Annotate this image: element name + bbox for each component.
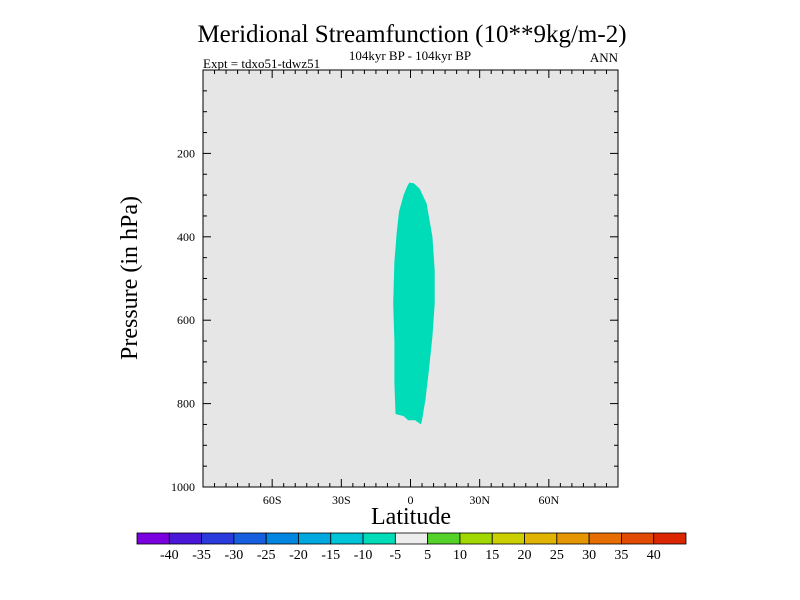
colorbar-label: 10	[453, 548, 467, 563]
chart-title: Meridional Streamfunction (10**9kg/m-2)	[197, 21, 626, 48]
y-tick-label: 1000	[171, 480, 195, 494]
colorbar-swatch	[491, 532, 525, 545]
colorbar-label: 30	[582, 548, 596, 563]
colorbar-label: -40	[160, 548, 179, 563]
colorbar-label: -5	[390, 548, 402, 563]
colorbar-label: 15	[485, 548, 499, 563]
colorbar-swatch	[233, 532, 267, 545]
subtitle-season: ANN	[590, 50, 619, 65]
colorbar-swatch	[201, 532, 235, 545]
colorbar-swatch	[459, 532, 493, 545]
x-tick-label: 60N	[538, 493, 559, 507]
subtitle-experiment: Expt = tdxo51-tdwz51	[203, 56, 320, 71]
colorbar-swatch	[524, 532, 558, 545]
colorbar-label: 25	[550, 548, 564, 563]
colorbar-swatch	[394, 532, 429, 545]
y-tick-label: 200	[177, 146, 195, 160]
x-axis-label: Latitude	[371, 504, 451, 530]
colorbar-label: -20	[289, 548, 308, 563]
colorbar-label: -30	[225, 548, 244, 563]
colorbar-label: -15	[321, 548, 340, 563]
colorbar-swatch	[556, 532, 590, 545]
y-tick-label: 400	[177, 230, 195, 244]
colorbar-label: -10	[354, 548, 373, 563]
subtitle-period: 104kyr BP - 104kyr BP	[349, 48, 471, 63]
x-tick-label: 30N	[469, 493, 490, 507]
colorbar-swatch	[265, 532, 299, 545]
contour-region-negative-cell	[393, 182, 435, 425]
colorbar-swatch	[298, 532, 332, 545]
colorbar-label: -25	[257, 548, 276, 563]
colorbar-swatch	[362, 532, 396, 545]
colorbar-label: 35	[614, 548, 628, 563]
colorbar-swatch	[168, 532, 202, 545]
colorbar-swatch	[588, 532, 622, 545]
y-tick-label: 600	[177, 313, 195, 327]
colorbar-swatch	[330, 532, 364, 545]
colorbar-label: 40	[647, 548, 661, 563]
colorbar-swatch	[136, 532, 170, 545]
colorbar-label: -35	[192, 548, 211, 563]
colorbar-label: 5	[424, 548, 431, 563]
x-tick-label: 60S	[263, 493, 282, 507]
colorbar-label: 20	[518, 548, 532, 563]
y-axis-label: Pressure (in hPa)	[117, 196, 143, 360]
y-tick-label: 800	[177, 397, 195, 411]
colorbar-swatch	[653, 532, 687, 545]
x-tick-label: 0	[408, 493, 414, 507]
colorbar-swatch	[427, 532, 461, 545]
x-tick-label: 30S	[332, 493, 351, 507]
colorbar-swatch	[621, 532, 655, 545]
